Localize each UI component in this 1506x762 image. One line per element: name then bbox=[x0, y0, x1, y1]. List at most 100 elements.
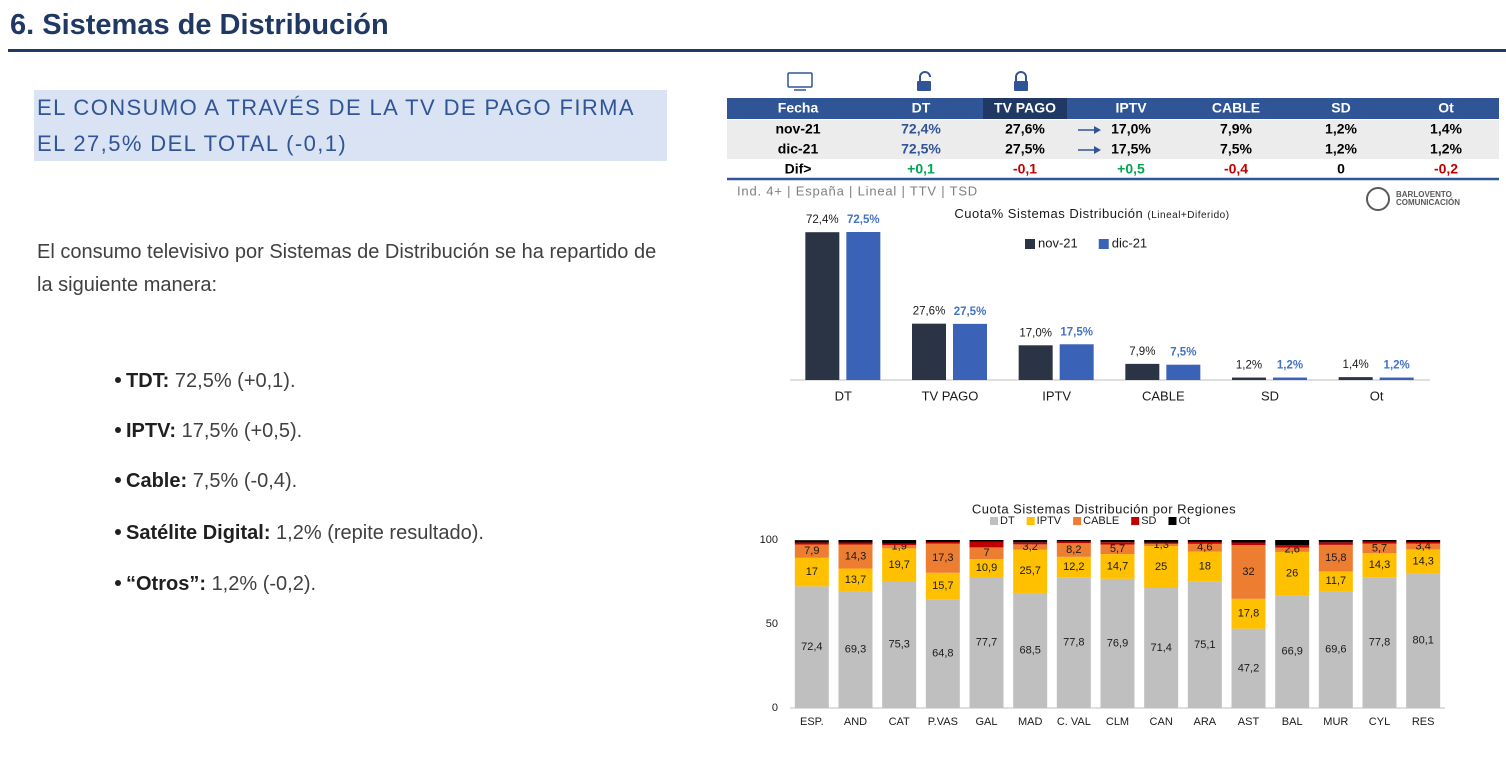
table-header-cell: CABLE bbox=[1212, 100, 1260, 116]
bar-segment bbox=[1013, 540, 1048, 543]
bar-segment bbox=[1100, 578, 1135, 708]
table-header-cell: DT bbox=[912, 100, 931, 116]
bullet: Satélite Digital: 1,2% (repite resultado… bbox=[115, 522, 484, 545]
table-cell: dic-21 bbox=[778, 141, 819, 157]
bar-segment bbox=[969, 559, 1004, 578]
legend-swatch bbox=[1168, 517, 1177, 525]
bar-segment bbox=[1362, 540, 1397, 542]
bar-segment bbox=[1056, 556, 1091, 578]
page-title: 6. Sistemas de Distribución bbox=[10, 9, 389, 41]
bar-segment bbox=[1187, 540, 1222, 543]
table-cell: Dif> bbox=[785, 161, 812, 177]
bar bbox=[805, 232, 840, 380]
bar-segment bbox=[1187, 543, 1222, 552]
data-label: 17,8 bbox=[1238, 608, 1259, 620]
bar-segment bbox=[1187, 581, 1222, 708]
bar-segment bbox=[1187, 551, 1222, 582]
bullet: Cable: 7,5% (-0,4). bbox=[115, 470, 297, 493]
legend-label: IPTV bbox=[1037, 515, 1062, 527]
lock-icon bbox=[1014, 71, 1028, 91]
bar bbox=[1018, 345, 1053, 380]
bar-segment bbox=[1013, 592, 1048, 708]
y-tick-label: 0 bbox=[772, 702, 778, 714]
data-label: 75,1 bbox=[1194, 639, 1215, 651]
bar-segment bbox=[1275, 545, 1310, 548]
data-label: 7,9% bbox=[1129, 346, 1155, 358]
bar-segment bbox=[1318, 544, 1353, 572]
title-rule bbox=[8, 49, 1506, 52]
table-cell: 0 bbox=[1337, 161, 1345, 177]
data-label: 19,7 bbox=[888, 559, 909, 571]
intro-text: El consumo televisivo por Sistemas de Di… bbox=[37, 241, 657, 296]
table-header-cell: TV PAGO bbox=[994, 100, 1056, 116]
chart-title-main: Cuota% Sistemas Distribución bbox=[954, 206, 1143, 221]
bullet-label: Cable: bbox=[126, 470, 188, 492]
legend-label: nov-21 bbox=[1038, 235, 1078, 250]
bar-segment bbox=[1056, 541, 1091, 544]
x-tick-label: CLM bbox=[1106, 716, 1129, 728]
data-label: 69,3 bbox=[845, 644, 866, 656]
table-rows-bg bbox=[727, 120, 1499, 159]
data-label: 14,3 bbox=[1412, 555, 1433, 567]
data-label: 7,5% bbox=[1170, 347, 1196, 359]
data-label: 80,1 bbox=[1412, 635, 1433, 647]
bullet-text: 72,5% (+0,1). bbox=[174, 370, 296, 392]
bar bbox=[912, 323, 946, 380]
data-label: 1,4% bbox=[1343, 359, 1369, 371]
bar bbox=[953, 323, 987, 380]
bullet: “Otros”: 1,2% (-0,2). bbox=[115, 573, 316, 596]
bullet: TDT: 72,5% (+0,1). bbox=[115, 370, 296, 393]
bullet-label: IPTV: bbox=[126, 420, 177, 442]
x-tick-label: BAL bbox=[1282, 716, 1303, 728]
bar-segment bbox=[1056, 540, 1091, 542]
bar-segment bbox=[1362, 577, 1397, 708]
bar-segment bbox=[1231, 542, 1266, 546]
data-label: 1,2% bbox=[1277, 360, 1303, 372]
table-cell: 72,5% bbox=[901, 141, 941, 157]
x-tick-label: GAL bbox=[975, 716, 997, 728]
legend-label: DT bbox=[1000, 515, 1015, 527]
data-label: 47,2 bbox=[1238, 662, 1259, 674]
x-tick-label: P.VAS bbox=[928, 716, 958, 728]
x-tick-label: CAN bbox=[1150, 716, 1173, 728]
legend-label: CABLE bbox=[1083, 515, 1119, 527]
bar-segment bbox=[838, 544, 873, 569]
table-cell: 1,2% bbox=[1325, 141, 1357, 157]
data-label: 27,6% bbox=[913, 306, 946, 318]
data-label: 10,9 bbox=[976, 562, 997, 574]
data-label: 11,7 bbox=[1326, 575, 1347, 587]
bar-segment bbox=[1100, 540, 1135, 543]
tv-icon bbox=[787, 72, 813, 91]
data-label: 32 bbox=[1242, 566, 1254, 578]
bar-segment bbox=[794, 544, 829, 558]
table-cell: 27,5% bbox=[1005, 141, 1045, 157]
bar-segment bbox=[1231, 628, 1266, 708]
table-note: Ind. 4+ | España | Lineal | TTV | TSD bbox=[737, 183, 978, 198]
bar-segment bbox=[925, 543, 960, 573]
table-cell: 72,4% bbox=[901, 121, 941, 137]
x-tick-label: SD bbox=[1261, 388, 1279, 403]
data-label: 72,4% bbox=[806, 214, 839, 226]
legend-swatch bbox=[1025, 239, 1035, 249]
table-cell: 7,5% bbox=[1220, 141, 1252, 157]
data-label: 26 bbox=[1286, 568, 1298, 580]
data-label: 27,5% bbox=[954, 306, 987, 318]
bar-segment bbox=[1144, 543, 1179, 547]
bar-segment bbox=[1362, 553, 1397, 578]
data-label: 68,5 bbox=[1019, 644, 1040, 656]
bar-segment bbox=[794, 586, 829, 708]
data-label: 1,2% bbox=[1236, 360, 1262, 372]
bar-segment bbox=[1100, 554, 1135, 579]
bar bbox=[1379, 377, 1414, 380]
table-header-cell: Fecha bbox=[778, 100, 819, 116]
x-tick-label: MUR bbox=[1323, 716, 1348, 728]
bar bbox=[1166, 364, 1201, 380]
bar bbox=[1232, 377, 1266, 380]
bar-segment bbox=[838, 540, 873, 543]
x-tick-label: AND bbox=[844, 716, 867, 728]
bar-segment bbox=[1362, 543, 1397, 554]
bar-segment bbox=[1231, 545, 1266, 599]
bar-segment bbox=[1013, 549, 1048, 593]
table-cell: +0,5 bbox=[1117, 161, 1145, 177]
